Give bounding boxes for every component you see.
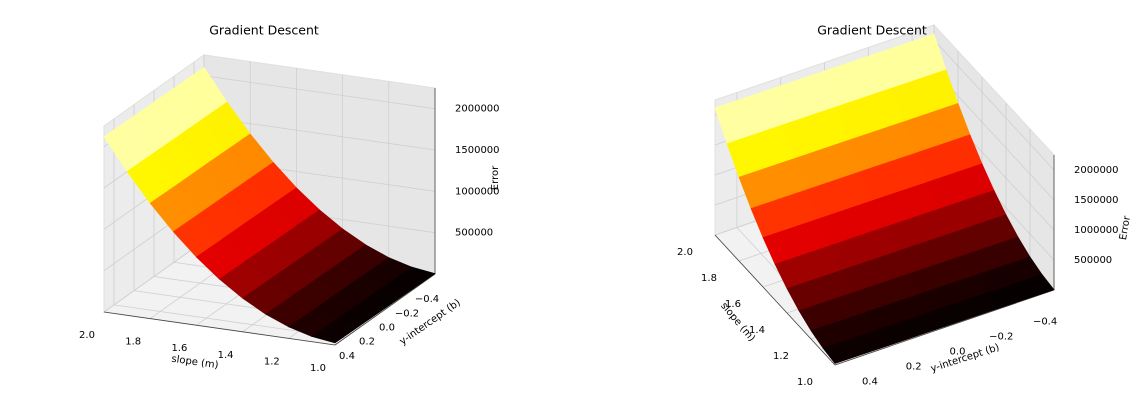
z-tick-label: 1000000	[1074, 225, 1119, 236]
z-tick-label: 500000	[1074, 255, 1112, 266]
title: Gradient Descent	[817, 23, 927, 38]
subplot: 1.0 1.2 1.4 1.6 1.8 2.0 −0.4 −0.20.0 0.2 0.4 50000…	[79, 23, 501, 375]
x-axis-line	[103, 311, 336, 346]
z-axis-label: Error	[490, 165, 501, 190]
z-tick-label: 2000000	[455, 104, 500, 115]
x-tick-label: 1.2	[264, 356, 280, 367]
x-tick-label: 1.4	[749, 325, 765, 336]
x-tick-label: 1.0	[310, 363, 326, 374]
x-tick-label: 1.6	[725, 299, 741, 310]
z-tick-label: 500000	[455, 228, 493, 239]
y-tick-label: −0.4	[415, 294, 439, 305]
y-tick-label: −0.4	[1033, 317, 1057, 328]
x-tick-label: 1.8	[125, 337, 141, 348]
x-axis-label: slope (m)	[171, 354, 219, 371]
x-tick-label: 2.0	[79, 330, 95, 341]
z-tick-label: 1500000	[1074, 195, 1119, 206]
surface-patch	[822, 329, 891, 364]
y-tick-label: −0.2	[989, 332, 1013, 343]
y-tick-label: 0.4	[339, 351, 355, 362]
x-tick-label: 2.0	[677, 247, 693, 258]
x-tick-label: 1.0	[797, 377, 813, 388]
x-tick-label: 1.2	[773, 351, 789, 362]
y-tick-label: −0.2	[395, 308, 419, 319]
surface	[103, 66, 436, 344]
x-tick-label: 1.6	[171, 343, 187, 354]
y-tick-label: 0.2	[359, 337, 375, 348]
title: Gradient Descent	[209, 23, 319, 38]
x-tick-label: 1.8	[701, 273, 717, 284]
surface-patch	[311, 318, 361, 344]
y-tick-label: 0.0	[379, 323, 395, 334]
y-tick-label: 0.4	[862, 377, 878, 388]
z-tick-label: 1000000	[455, 186, 500, 197]
x-axis-line	[714, 234, 836, 366]
y-axis-line	[334, 273, 436, 346]
subplot: 1.0 1.2 1.4 1.6 1.8 2.0 −0.4 −0.2 0.0 0.2 0.4 50000…	[677, 23, 1133, 389]
y-axis-line	[834, 289, 1055, 366]
y-tick-label: 0.2	[906, 362, 922, 373]
z-tick-label: 1500000	[455, 145, 500, 156]
z-tick-label: 2000000	[1074, 165, 1119, 176]
surface	[714, 33, 1055, 364]
z-axis-label: Error	[1118, 214, 1133, 241]
x-tick-label: 1.4	[218, 350, 234, 361]
y-tick-label: 0.0	[950, 347, 966, 358]
